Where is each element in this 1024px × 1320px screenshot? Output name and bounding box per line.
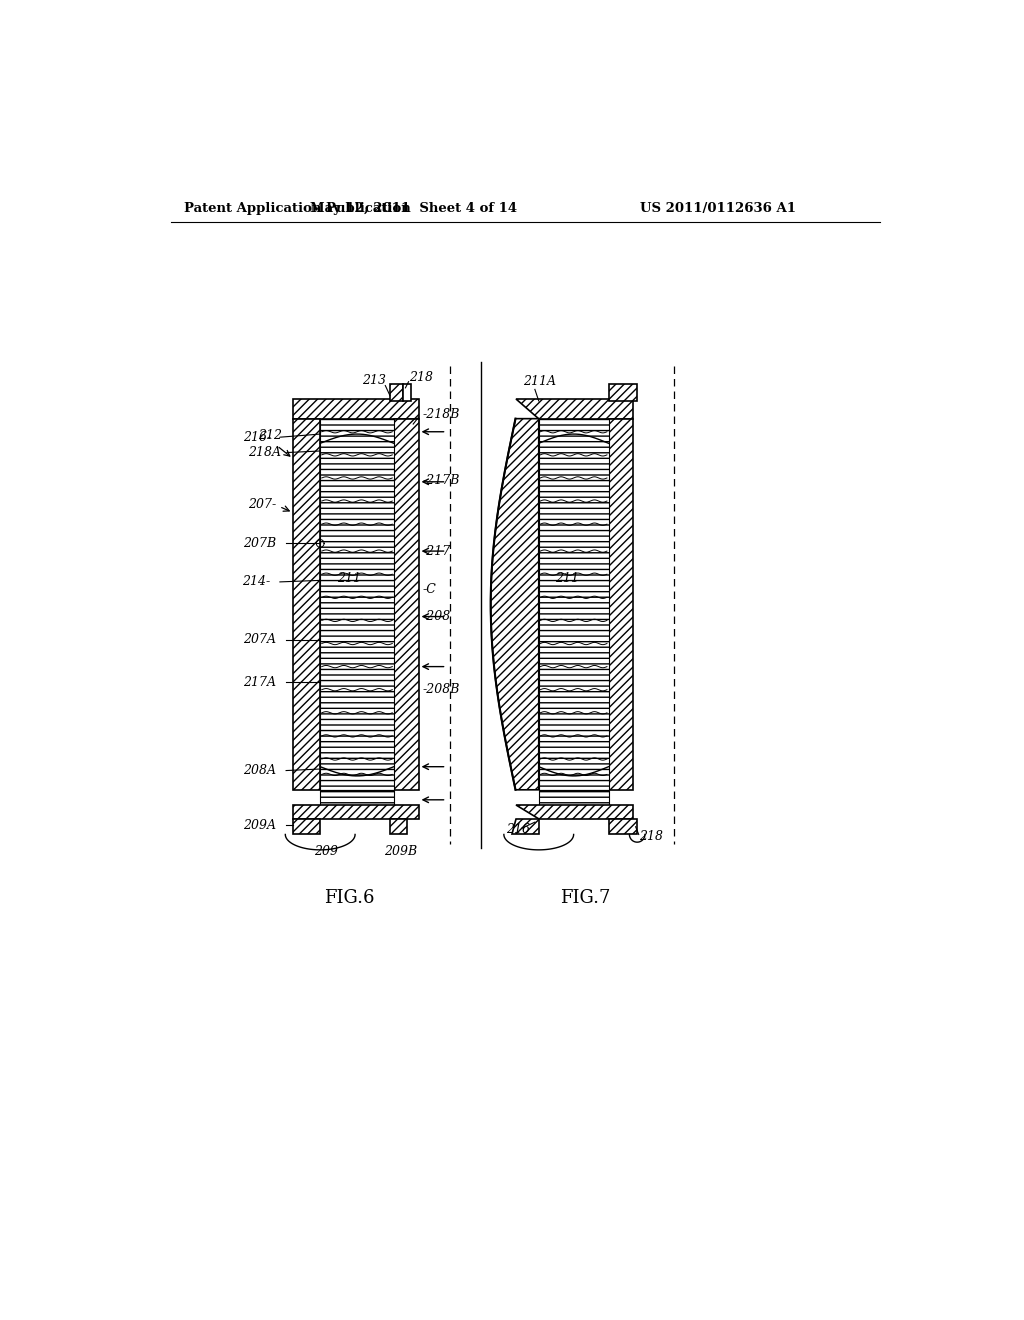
Text: 216: 216 [506,824,530,837]
Polygon shape [293,818,321,834]
Text: 211: 211 [337,572,360,585]
Polygon shape [512,818,539,834]
Text: 218: 218 [410,371,433,384]
Text: 207-: 207- [248,499,276,511]
Text: 207B: 207B [243,537,275,550]
Polygon shape [539,418,608,789]
Text: 211A: 211A [523,375,556,388]
Text: 211: 211 [555,572,580,585]
Polygon shape [321,789,394,805]
Polygon shape [515,400,633,418]
Text: 214-: 214- [242,576,270,589]
Text: 209A: 209A [243,818,275,832]
Text: -218B: -218B [423,408,460,421]
Text: 209B: 209B [384,845,417,858]
Polygon shape [490,418,539,789]
Polygon shape [608,418,633,789]
Text: 207A: 207A [243,634,275,647]
Text: -217: -217 [423,545,451,557]
Text: 212: 212 [258,429,283,442]
Text: 213: 213 [362,374,386,387]
Polygon shape [539,789,608,805]
Text: May 12, 2011  Sheet 4 of 14: May 12, 2011 Sheet 4 of 14 [309,202,517,215]
Text: 218: 218 [640,829,664,842]
Text: -208B: -208B [423,684,460,696]
Polygon shape [390,384,403,401]
Text: FIG.6: FIG.6 [324,888,374,907]
Polygon shape [293,418,321,789]
Text: -208: -208 [423,610,451,623]
Polygon shape [321,418,394,789]
Polygon shape [608,818,637,834]
Text: -C: -C [423,583,436,597]
Text: 208A: 208A [243,764,275,777]
Polygon shape [608,384,637,401]
Text: -217B: -217B [423,474,460,487]
Text: 217A: 217A [243,676,275,689]
Polygon shape [293,805,419,818]
Text: 218A: 218A [248,446,282,459]
Polygon shape [515,805,633,818]
Polygon shape [293,400,419,418]
Text: US 2011/0112636 A1: US 2011/0112636 A1 [640,202,796,215]
Text: Patent Application Publication: Patent Application Publication [183,202,411,215]
Text: FIG.7: FIG.7 [560,888,610,907]
Polygon shape [403,384,411,401]
Polygon shape [390,818,407,834]
Text: 209: 209 [314,845,338,858]
Polygon shape [394,418,419,789]
Text: 216-: 216- [243,430,271,444]
